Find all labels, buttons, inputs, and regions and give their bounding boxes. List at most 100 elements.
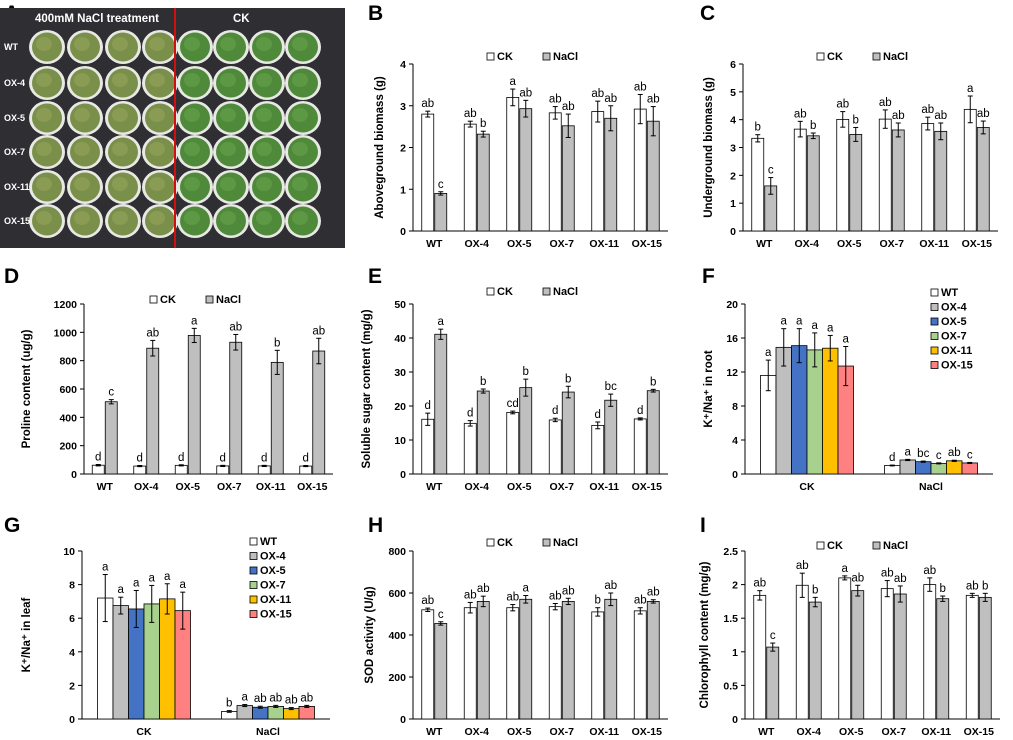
grass-highlight bbox=[36, 211, 52, 225]
legend-swatch bbox=[816, 52, 825, 61]
legend-label: OX-5 bbox=[260, 565, 286, 577]
bar bbox=[434, 623, 448, 720]
y-tick-label: 0 bbox=[400, 226, 406, 238]
pot bbox=[105, 170, 141, 204]
y-tick-label: 4 bbox=[732, 435, 738, 447]
significance-letter: ab bbox=[300, 692, 313, 704]
significance-letter: b bbox=[940, 583, 946, 595]
significance-letter: d bbox=[95, 452, 101, 464]
y-tick-label: 0 bbox=[732, 469, 738, 481]
significance-letter: ab bbox=[421, 595, 434, 607]
significance-letter: c bbox=[936, 450, 942, 462]
y-tick-label: 600 bbox=[59, 384, 77, 396]
x-tick-label: OX-7 bbox=[881, 726, 906, 738]
significance-letter: ab bbox=[851, 572, 864, 584]
legend-swatch bbox=[930, 332, 939, 340]
y-tick-label: 2 bbox=[400, 143, 406, 155]
significance-letter: ab bbox=[921, 104, 934, 116]
y-tick-label: 20 bbox=[726, 299, 738, 311]
y-tick-label: 0 bbox=[400, 469, 406, 481]
y-tick-label: 2 bbox=[732, 580, 738, 592]
pot bbox=[213, 135, 249, 169]
significance-letter: b bbox=[810, 120, 816, 132]
significance-letter: bc bbox=[605, 381, 617, 393]
legend-label: CK bbox=[827, 540, 843, 552]
significance-letter: ab bbox=[229, 321, 242, 333]
bar bbox=[298, 706, 315, 720]
bar bbox=[646, 601, 660, 720]
pot bbox=[285, 170, 321, 204]
x-tick-label: NaCl bbox=[256, 726, 280, 738]
significance-letter: b bbox=[755, 122, 761, 134]
grass-highlight bbox=[292, 37, 308, 51]
bar bbox=[463, 422, 477, 475]
grass-highlight bbox=[112, 108, 128, 122]
y-tick-label: 12 bbox=[726, 367, 738, 379]
grass-highlight bbox=[184, 108, 200, 122]
y-tick-label: 0.5 bbox=[723, 680, 738, 692]
x-tick-label: WT bbox=[756, 238, 773, 250]
x-tick-label: OX-7 bbox=[217, 481, 242, 493]
grass-highlight bbox=[74, 73, 90, 87]
legend-label: OX-11 bbox=[941, 345, 972, 357]
pot bbox=[67, 135, 103, 169]
legend-label: WT bbox=[260, 536, 277, 548]
significance-letter: ab bbox=[966, 580, 979, 592]
significance-letter: c bbox=[438, 179, 444, 191]
legend-label: OX-5 bbox=[941, 316, 967, 328]
significance-letter: ab bbox=[254, 693, 267, 705]
x-tick-label: OX-4 bbox=[464, 481, 489, 493]
significance-letter: a bbox=[164, 571, 171, 583]
bar bbox=[878, 118, 892, 232]
pot bbox=[177, 135, 213, 169]
x-tick-label: OX-7 bbox=[549, 481, 574, 493]
significance-letter: ab bbox=[269, 692, 282, 704]
y-axis-title: SOD activity (U/g) bbox=[364, 586, 376, 683]
x-tick-label: OX-5 bbox=[507, 481, 532, 493]
significance-letter: a bbox=[905, 446, 912, 458]
pot bbox=[67, 30, 103, 64]
grass-highlight bbox=[149, 73, 165, 87]
significance-letter: d bbox=[552, 405, 558, 417]
bar bbox=[159, 598, 176, 720]
x-tick-label: OX-7 bbox=[549, 726, 574, 738]
bar bbox=[946, 460, 963, 475]
grass-highlight bbox=[292, 73, 308, 87]
bar bbox=[899, 459, 916, 475]
bar bbox=[312, 350, 326, 475]
legend-swatch bbox=[930, 303, 939, 311]
bar bbox=[836, 118, 850, 232]
y-tick-label: 800 bbox=[388, 546, 406, 558]
bar bbox=[421, 113, 435, 232]
significance-letter: b bbox=[565, 373, 571, 385]
photo-row-label: OX-11 bbox=[4, 182, 30, 192]
y-tick-label: 3 bbox=[400, 101, 406, 113]
pot bbox=[142, 170, 178, 204]
pot bbox=[249, 101, 285, 135]
significance-letter: ab bbox=[934, 110, 947, 122]
significance-letter: ab bbox=[591, 88, 604, 100]
y-tick-label: 8 bbox=[732, 401, 738, 413]
bar bbox=[187, 335, 201, 475]
chart-panel-b: B 0 1 2 3 4 Aboveground biomass (g) WT OX-4 OX-5 O… bbox=[368, 2, 668, 250]
x-tick-label: OX-4 bbox=[796, 726, 821, 738]
grass-highlight bbox=[36, 142, 52, 156]
panel-a: A 400mM NaCl treatment CK WTOX-4OX-5OX-7… bbox=[0, 2, 345, 248]
legend-swatch bbox=[486, 287, 495, 296]
grass-highlight bbox=[220, 37, 236, 51]
grass-highlight bbox=[74, 37, 90, 51]
significance-letter: ab bbox=[647, 587, 660, 599]
pot bbox=[29, 170, 65, 204]
bar bbox=[793, 128, 807, 232]
pot bbox=[213, 101, 249, 135]
bar bbox=[229, 341, 243, 475]
y-tick-label: 10 bbox=[63, 546, 75, 558]
panel-label: E bbox=[368, 265, 382, 288]
pot bbox=[177, 204, 213, 238]
chart-panel-e: E 0 10 20 30 40 50 Soluble sugar content (mg/g)… bbox=[361, 265, 668, 493]
significance-letter: a bbox=[118, 584, 125, 596]
grass-highlight bbox=[149, 177, 165, 191]
legend-label: OX-7 bbox=[260, 580, 286, 592]
bar bbox=[174, 464, 188, 475]
